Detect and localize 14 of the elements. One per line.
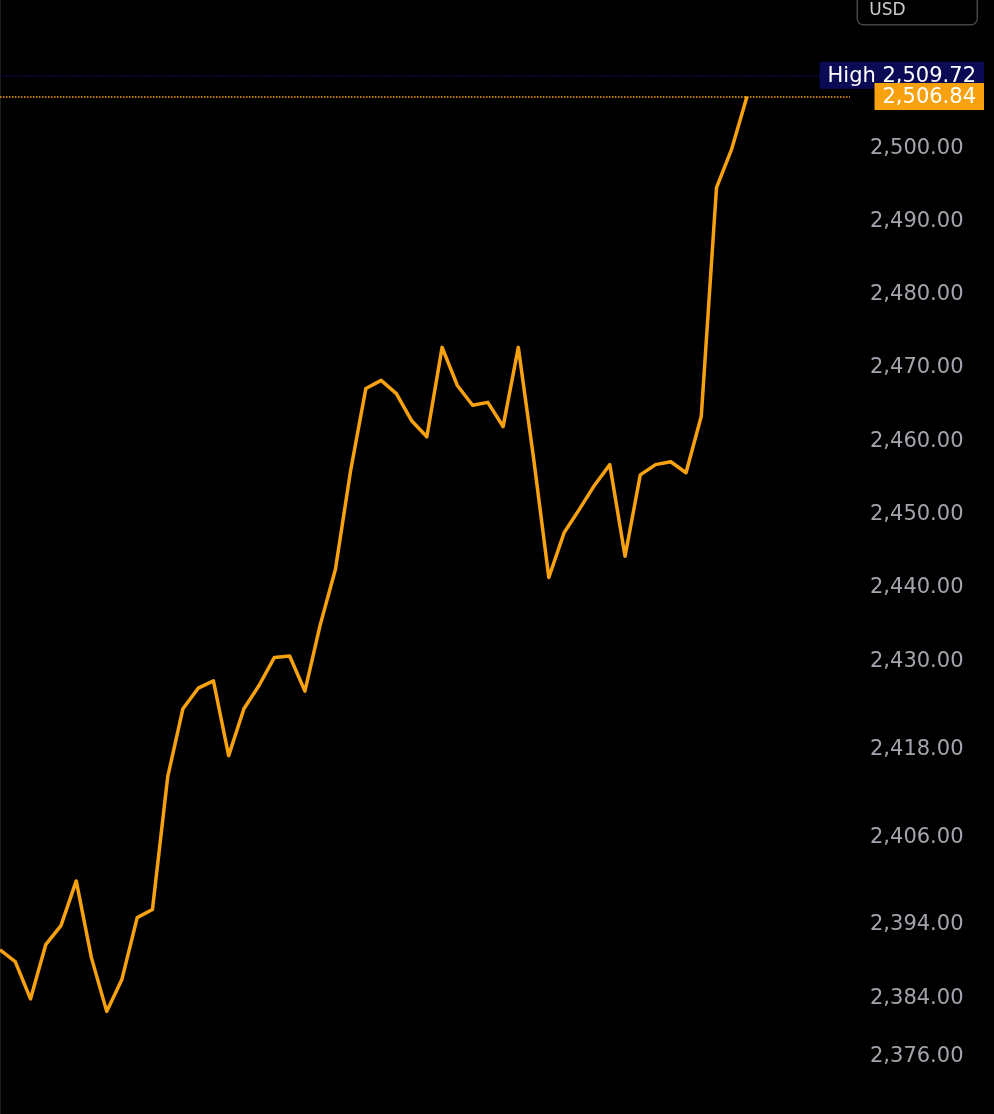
- y-tick-label: 2,480.00: [870, 281, 964, 306]
- text: USD: [869, 0, 906, 20]
- y-tick-label: 2,394.00: [870, 911, 964, 936]
- y-tick-label: 2,384.00: [870, 984, 964, 1009]
- y-tick-label: 2,376.00: [870, 1043, 964, 1068]
- y-tick-label: 2,490.00: [870, 207, 964, 232]
- y-tick-label: 2,430.00: [870, 647, 964, 672]
- y-tick-label: 2,450.00: [870, 501, 964, 526]
- y-tick-label: 2,500.00: [870, 134, 964, 159]
- y-tick-label: 2,470.00: [870, 354, 964, 379]
- y-tick-label: 2,418.00: [870, 735, 964, 760]
- y-tick-label: 2,460.00: [870, 427, 964, 452]
- y-tick-label: 2,406.00: [870, 823, 964, 848]
- y-tick-label: 2,440.00: [870, 574, 964, 599]
